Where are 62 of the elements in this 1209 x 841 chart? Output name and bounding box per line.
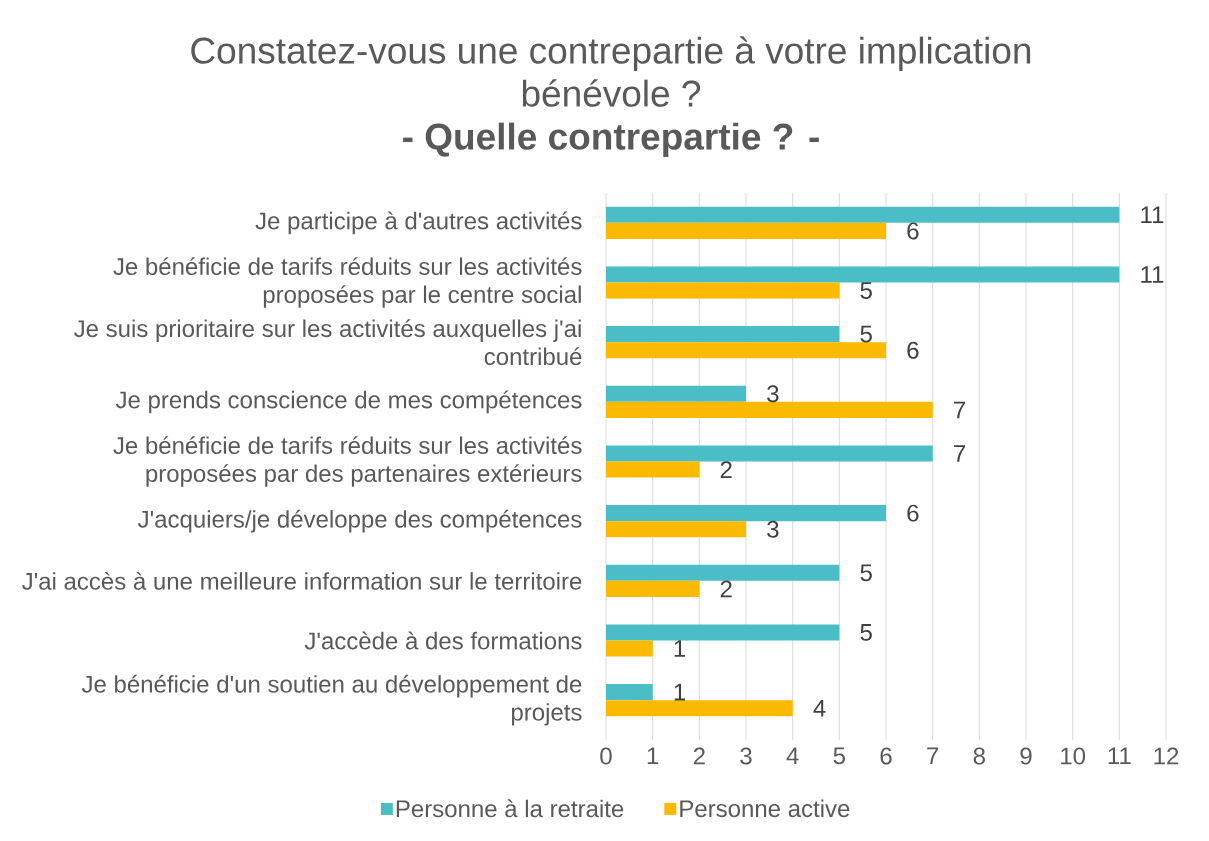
bar <box>606 684 653 701</box>
bar <box>606 624 840 641</box>
chart-subtitle: - Quelle contrepartie ? - <box>403 122 819 158</box>
x-tick-label: 5 <box>833 747 846 765</box>
legend-label: Personne à la retraite <box>396 799 624 818</box>
data-label: 5 <box>860 282 872 299</box>
bar <box>606 445 933 462</box>
data-label: 1 <box>674 683 686 701</box>
data-label: 5 <box>860 624 872 641</box>
bar <box>606 222 886 239</box>
x-tick-label: 1 <box>647 747 659 765</box>
bar <box>606 266 1120 283</box>
x-tick-label: 8 <box>973 747 985 765</box>
bar <box>606 282 840 299</box>
data-label: 3 <box>767 520 779 538</box>
y-tick-label: Je bénéficie de tarifs réduits sur les activités proposées par le centre social <box>113 257 582 308</box>
bar <box>606 385 746 402</box>
bar <box>606 505 886 522</box>
bar <box>606 342 886 359</box>
data-label: 11 <box>1141 206 1164 224</box>
bar <box>606 326 840 343</box>
legend-label: Personne active <box>680 799 850 818</box>
data-label: 7 <box>954 401 966 419</box>
bar <box>606 580 700 597</box>
y-tick-label: J'ai accès à une meilleure information sur le territoire <box>22 571 582 590</box>
x-tick-label: 0 <box>600 747 612 765</box>
x-tick-label: 7 <box>927 747 939 765</box>
data-label: 6 <box>907 222 919 240</box>
x-tick-label: 11 <box>1108 747 1131 765</box>
y-tick-label: J'acquiers/je développe des compétences <box>137 509 582 533</box>
bar <box>606 564 840 581</box>
x-tick-label: 12 <box>1154 747 1179 765</box>
bar <box>606 700 793 717</box>
y-tick-label: Je suis prioritaire sur les activités auxquelles j'ai contribué <box>74 319 582 366</box>
chart-title: Constatez-vous une contrepartie à votre implication bénévole ? <box>191 36 1031 107</box>
data-label: 2 <box>720 461 732 478</box>
data-label: 5 <box>860 564 872 582</box>
x-tick-label: 4 <box>786 747 799 765</box>
x-tick-label: 9 <box>1020 747 1032 765</box>
x-tick-label: 2 <box>693 747 705 765</box>
bar <box>606 461 700 478</box>
x-tick-label: 3 <box>740 747 752 765</box>
data-label: 3 <box>767 385 779 403</box>
data-label: 4 <box>813 699 826 717</box>
data-label: 6 <box>907 341 919 359</box>
data-label: 6 <box>907 504 919 522</box>
y-tick-label: Je participe à d'autres activités <box>255 211 582 235</box>
y-tick-label: Je bénéficie d'un soutien au développement de projets <box>81 674 582 726</box>
x-tick-label: 10 <box>1061 747 1086 765</box>
bar <box>606 640 653 657</box>
data-label: 7 <box>954 445 966 462</box>
y-tick-label: Je prends conscience de mes compétences <box>115 390 582 414</box>
data-label: 11 <box>1141 266 1164 283</box>
data-label: 1 <box>674 640 686 657</box>
data-label: 2 <box>720 580 732 598</box>
y-tick-label: J'accède à des formations <box>304 631 582 650</box>
bar <box>606 401 933 418</box>
data-label: 5 <box>860 325 872 343</box>
bar <box>606 206 1120 223</box>
x-tick-label: 6 <box>880 747 892 765</box>
y-tick-label: Je bénéficie de tarifs réduits sur les activités proposées par des partenaires extérieurs <box>113 436 582 487</box>
bar <box>606 521 746 538</box>
